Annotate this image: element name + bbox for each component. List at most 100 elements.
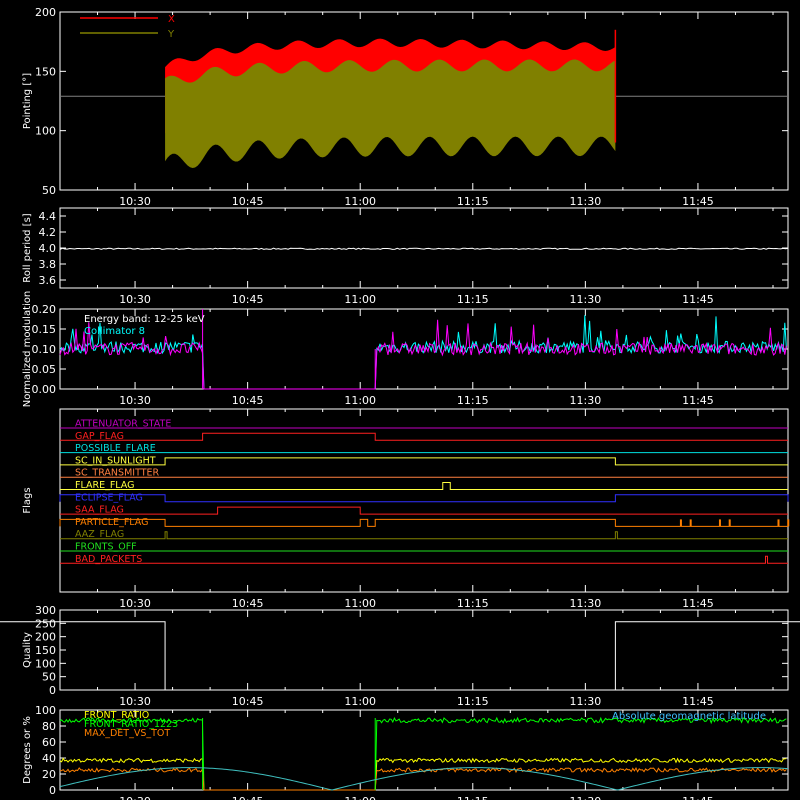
flag-label-attenuator-state: ATTENUATOR_STATE: [75, 419, 171, 430]
quality-ytick-label: 200: [35, 631, 56, 644]
flag-particle-spike: [787, 519, 790, 527]
roll-ytick-label: 4.2: [39, 226, 57, 239]
pointing-xtick-label: 10:45: [232, 195, 264, 208]
roll-xtick-label: 11:15: [457, 293, 489, 306]
roll-xtick-label: 10:30: [119, 293, 151, 306]
degrees-series-front-ratio-1223: [59, 716, 787, 791]
flags-xtick-label: 11:45: [682, 597, 714, 610]
roll-series: [59, 247, 789, 250]
flag-line-gap-flag: [60, 432, 788, 441]
flag-label-fronts-off: FRONTS_OFF: [75, 542, 137, 553]
roll-ytick-label: 4.4: [39, 210, 57, 223]
quality-xtick-label: 10:30: [119, 695, 151, 708]
quality-xtick-label: 10:45: [232, 695, 264, 708]
degrees-xtick-label: 10:45: [232, 795, 264, 800]
pointing-ytick-label: 150: [35, 65, 56, 78]
flags-xtick-label: 10:45: [232, 597, 264, 610]
degrees-series-front-ratio: [59, 757, 787, 791]
modulation-ytick-label: 0.05: [32, 363, 57, 376]
degrees-xtick-label: 11:15: [457, 795, 489, 800]
degrees-frame: [59, 709, 789, 791]
flag-label-sc-transmitter: SC_TRANSMITTER: [75, 468, 160, 479]
flags-xtick-label: 11:15: [457, 597, 489, 610]
flag-label-flare-flag: FLARE_FLAG: [75, 480, 135, 491]
degrees-ytick-label: 0: [49, 784, 56, 797]
degrees-annotation-latitude: Absolute geomagnetic latitude: [612, 711, 766, 722]
quality-ytick-label: 0: [49, 684, 56, 697]
degrees-legend-front-ratio: FRONT_RATIO: [84, 710, 149, 721]
modulation-xtick-label: 10:30: [119, 394, 151, 407]
degrees-xtick-label: 11:00: [344, 795, 376, 800]
modulation-ytick-label: 0.20: [32, 303, 57, 316]
pointing-xtick-label: 11:30: [570, 195, 602, 208]
flag-label-bad-packets: BAD_PACKETS: [75, 554, 142, 565]
pointing-series-y-band: [165, 59, 616, 169]
quality-ytick-label: 50: [42, 671, 56, 684]
pointing-ytick-label: 100: [35, 125, 56, 138]
flag-particle-spike: [679, 519, 682, 527]
pointing-legend-label-x: X: [168, 14, 175, 25]
roll-ylabel: Roll period [s]: [22, 213, 33, 282]
pointing-frame: [59, 11, 789, 191]
pointing-ytick-label: 200: [35, 6, 56, 19]
flag-particle-spike: [728, 519, 731, 527]
flag-label-gap-flag: GAP_FLAG: [75, 431, 124, 442]
degrees-ytick-label: 60: [42, 736, 56, 749]
quality-ylabel: Quality: [22, 632, 33, 668]
degrees-xtick-label: 10:30: [119, 795, 151, 800]
modulation-xtick-label: 11:30: [570, 394, 602, 407]
flag-line-sc-in-sunlight: [60, 457, 788, 466]
pointing-ylabel: Pointing [°]: [22, 73, 33, 129]
roll-ytick-label: 3.6: [39, 274, 57, 287]
pointing-xtick-label: 11:00: [344, 195, 376, 208]
flags-xtick-label: 11:00: [344, 597, 376, 610]
roll-xtick-label: 11:00: [344, 293, 376, 306]
roll-xtick-label: 11:30: [570, 293, 602, 306]
flag-label-particle-flag: PARTICLE_FLAG: [75, 517, 148, 528]
modulation-ytick-label: 0.15: [32, 323, 57, 336]
pointing-xtick-label: 11:45: [682, 195, 714, 208]
degrees-ytick-label: 100: [35, 704, 56, 717]
modulation-annotation-collimator: Collimator 8: [84, 326, 145, 337]
pointing-ytick-label: 50: [42, 184, 56, 197]
quality-xtick-label: 11:00: [344, 695, 376, 708]
quality-xtick-label: 11:30: [570, 695, 602, 708]
modulation-ylabel: Normalized modulation: [22, 291, 33, 408]
flags-xtick-label: 11:30: [570, 597, 602, 610]
degrees-legend-max-det-vs-tot: MAX_DET_VS_TOT: [84, 728, 170, 739]
flag-line-saa-flag: [60, 506, 788, 515]
flag-line-aaz-flag: [60, 531, 788, 540]
modulation-xtick-label: 11:15: [457, 394, 489, 407]
flag-particle-spike: [777, 519, 780, 527]
flag-particle-spike: [718, 519, 721, 527]
degrees-legend-front-ratio-1223: FRONT_RATIO_1223: [84, 719, 178, 730]
degrees-ytick-label: 40: [42, 752, 56, 765]
degrees-series-geomagnetic-latitude: [59, 767, 789, 791]
flag-line-bad-packets: [60, 555, 788, 564]
flag-label-possible-flare: POSSIBLE_FLARE: [75, 443, 156, 454]
flag-line-flare-flag: [60, 482, 788, 490]
modulation-xtick-label: 11:45: [682, 394, 714, 407]
flag-line-eclipse-flag: [59, 494, 789, 503]
pointing-legend-label-y: Y: [167, 29, 175, 40]
flags-ylabel: Flags: [22, 487, 33, 513]
quality-ytick-label: 150: [35, 644, 56, 657]
modulation-xtick-label: 10:45: [232, 394, 264, 407]
quality-ytick-label: 250: [35, 617, 56, 630]
degrees-xtick-label: 11:30: [570, 795, 602, 800]
quality-ytick-label: 100: [35, 657, 56, 670]
flag-particle-spike: [689, 519, 692, 527]
degrees-ylabel: Degrees or %: [22, 716, 33, 784]
modulation-annotation-energy: Energy band: 12-25 keV: [84, 314, 205, 325]
flag-label-sc-in-sunlight: SC_IN_SUNLIGHT: [75, 455, 156, 466]
modulation-series-cyan: [59, 315, 787, 390]
degrees-xtick-label: 11:45: [682, 795, 714, 800]
modulation-xtick-label: 11:00: [344, 394, 376, 407]
pointing-xtick-label: 11:15: [457, 195, 489, 208]
roll-ytick-label: 4.0: [39, 242, 57, 255]
flag-label-eclipse-flag: ECLIPSE_FLAG: [75, 492, 143, 503]
quality-xtick-label: 11:15: [457, 695, 489, 708]
quality-ytick-label: 300: [35, 604, 56, 617]
modulation-ytick-label: 0.10: [32, 343, 57, 356]
flag-label-saa-flag: SAA_FLAG: [75, 505, 124, 516]
